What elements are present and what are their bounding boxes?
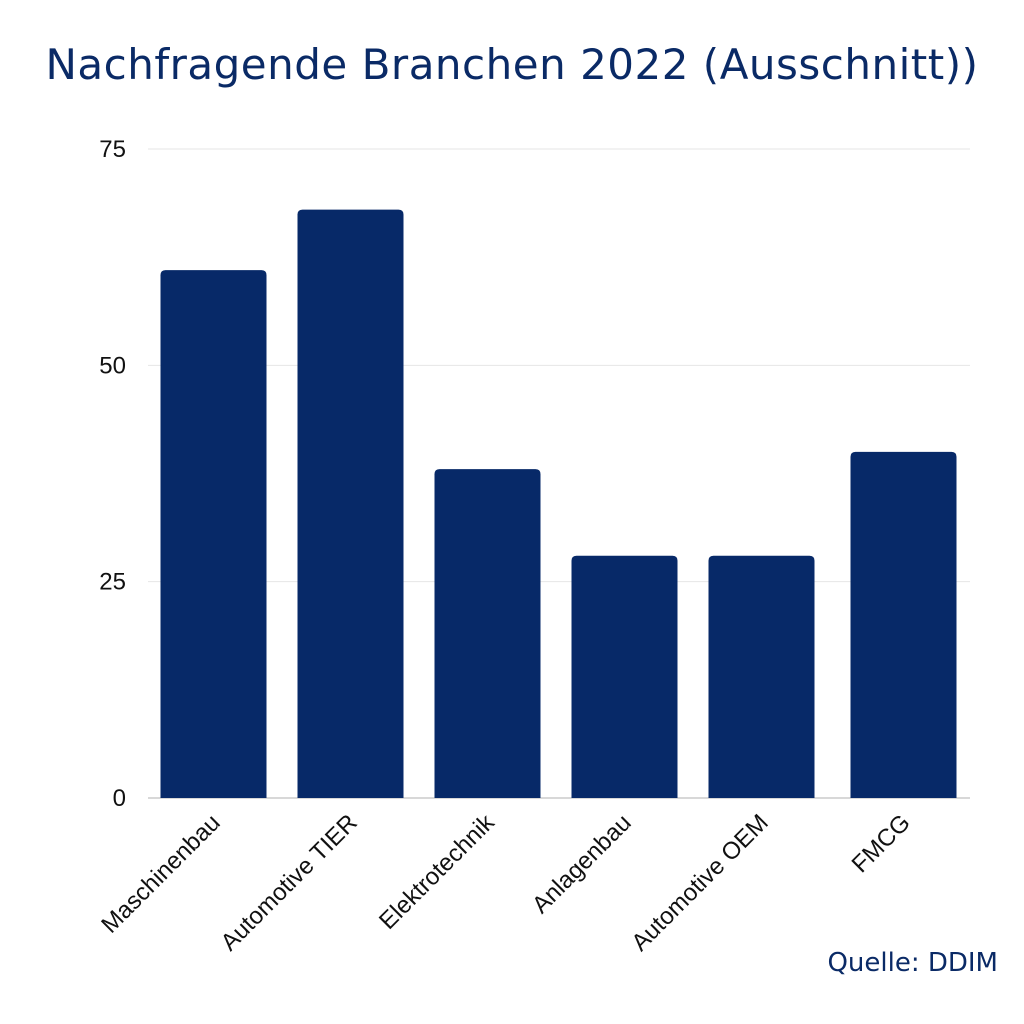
bar-automotive-tier bbox=[297, 209, 404, 798]
x-category-label: FMCG bbox=[847, 809, 916, 878]
x-category-label: Anlagenbau bbox=[527, 809, 637, 919]
bar-anlagenbau bbox=[571, 555, 678, 798]
bar-fmcg bbox=[850, 451, 957, 798]
y-tick-label: 75 bbox=[99, 136, 126, 163]
chart-title: Nachfragende Branchen 2022 (Ausschnitt)) bbox=[45, 40, 979, 89]
bar-automotive-oem bbox=[708, 555, 815, 798]
x-category-label: Automotive OEM bbox=[626, 809, 773, 956]
bar-maschinenbau bbox=[160, 270, 267, 798]
x-category-label: Automotive TIER bbox=[216, 809, 363, 956]
source-note: Quelle: DDIM bbox=[827, 948, 998, 978]
y-tick-label: 25 bbox=[99, 569, 126, 596]
bar-elektrotechnik bbox=[434, 469, 541, 798]
y-tick-label: 0 bbox=[113, 785, 126, 812]
y-tick-label: 50 bbox=[99, 352, 126, 379]
x-category-label: Maschinenbau bbox=[96, 809, 225, 938]
x-category-label: Elektrotechnik bbox=[374, 808, 500, 934]
